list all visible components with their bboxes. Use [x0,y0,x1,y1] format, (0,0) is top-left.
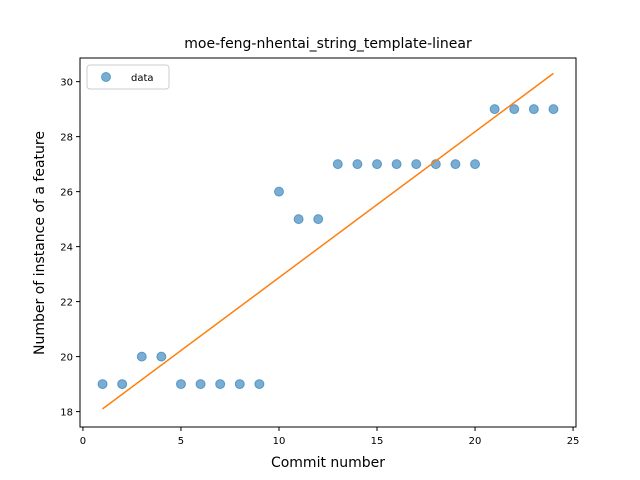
data-point [136,351,147,362]
data-point [509,104,520,115]
y-tick-label: 28 [60,133,73,144]
y-tick-label: 24 [60,243,73,254]
legend-box [86,64,170,90]
x-tick-label: 10 [273,436,286,447]
data-point [450,159,461,170]
data-point [411,159,422,170]
y-tick-label: 20 [60,353,73,364]
data-point [254,379,265,390]
x-tick-label: 15 [371,436,384,447]
chart-title: moe-feng-nhentai_string_template-linear [184,36,472,52]
data-point [117,379,128,390]
data-point [470,159,481,170]
x-tick-label: 25 [567,436,580,447]
axes-frame [79,57,577,428]
y-axis-label: Number of instance of a feature [32,131,48,355]
data-point [391,159,402,170]
data-point [195,379,206,390]
x-axis-label: Commit number [271,455,385,471]
data-point [273,186,284,197]
data-point [372,159,383,170]
legend: data [86,64,170,90]
y-tick-label: 18 [60,408,73,419]
x-tick-label: 0 [80,436,86,447]
data-point [528,104,539,115]
x-tick-label: 20 [469,436,482,447]
y-tick-label: 26 [60,188,73,199]
legend-label-data: data [131,73,154,84]
data-point [97,379,108,390]
data-point [175,379,186,390]
legend-marker-data [101,72,111,82]
data-point [332,159,343,170]
data-point [352,159,363,170]
data-point [313,214,324,225]
plot-area: 0 5 10 15 20 25 18 20 22 24 26 28 30 [60,57,580,447]
fit-line [102,72,554,410]
data-point [156,351,167,362]
data-point [489,104,500,115]
data-point [293,214,304,225]
data-point [548,104,559,115]
y-tick-label: 22 [60,298,73,309]
x-tick-label: 5 [178,436,184,447]
y-tick-label: 30 [60,78,73,89]
data-point [215,379,226,390]
data-point [234,379,245,390]
